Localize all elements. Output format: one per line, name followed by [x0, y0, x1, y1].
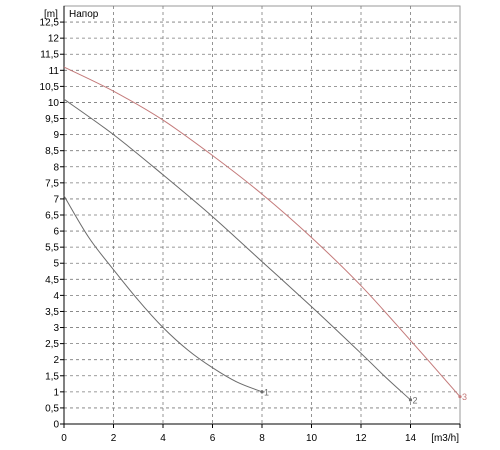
y-tick-label: 9	[53, 130, 59, 141]
y-tick-label: 7	[53, 194, 59, 205]
series-line-3	[63, 66, 461, 398]
x-tick-label: 10	[306, 433, 318, 444]
y-tick-label: 8,5	[45, 146, 59, 157]
series-label-1: 1	[264, 387, 269, 397]
x-tick-label: 12	[355, 433, 367, 444]
y-tick-label: 9,5	[45, 114, 59, 125]
y-tick-label: 1	[53, 387, 59, 398]
y-tick-label: 5,5	[45, 243, 59, 254]
y-tick-label: 5	[53, 259, 59, 270]
y-tick-label: 12,5	[40, 18, 60, 29]
series-line-1	[63, 195, 263, 393]
chart-title: Напор	[69, 9, 99, 20]
series-line-2	[63, 98, 411, 401]
series-end-point-2	[408, 398, 413, 402]
x-tick-label: 0	[61, 433, 67, 444]
y-tick-label: 6,5	[45, 211, 59, 222]
y-tick-label: 4	[53, 291, 59, 302]
series-label-3: 3	[462, 392, 467, 402]
x-axis-label: [m3/h]	[431, 433, 459, 444]
y-tick-label: 11,5	[40, 50, 59, 61]
y-tick-label: 2,5	[45, 339, 59, 350]
y-tick-label: 10,5	[40, 82, 60, 93]
x-tick-label: 4	[160, 433, 166, 444]
y-axis-label: [m]	[44, 9, 58, 20]
x-tick-label: 8	[259, 433, 265, 444]
y-tick-labels: 00,511,522,533,544,555,566,577,588,599,5…	[40, 18, 64, 431]
x-tick-label: 6	[210, 433, 216, 444]
series-end-point-3	[458, 395, 462, 399]
y-tick-label: 7,5	[45, 178, 59, 189]
y-tick-label: 11	[49, 66, 60, 77]
y-tick-label: 8	[53, 162, 59, 173]
series-label-2: 2	[413, 395, 418, 405]
y-tick-label: 1,5	[45, 371, 59, 382]
y-tick-label: 12	[48, 34, 60, 45]
y-tick-label: 0,5	[45, 403, 59, 414]
y-tick-label: 3,5	[45, 307, 59, 318]
x-tick-label: 2	[111, 433, 117, 444]
y-tick-label: 6	[53, 227, 59, 238]
series-group: 1 2 3	[63, 66, 467, 405]
y-tick-label: 3	[53, 323, 59, 334]
x-tick-labels: 0 2 4 6 8 10 12 14	[61, 424, 461, 444]
grid	[64, 6, 460, 424]
y-tick-label: 4,5	[45, 275, 59, 286]
y-tick-label: 0	[53, 420, 59, 431]
x-tick-label: 14	[405, 433, 417, 444]
y-tick-label: 2	[53, 355, 59, 366]
y-tick-label: 10	[48, 98, 60, 109]
series-end-point-1	[260, 390, 264, 394]
